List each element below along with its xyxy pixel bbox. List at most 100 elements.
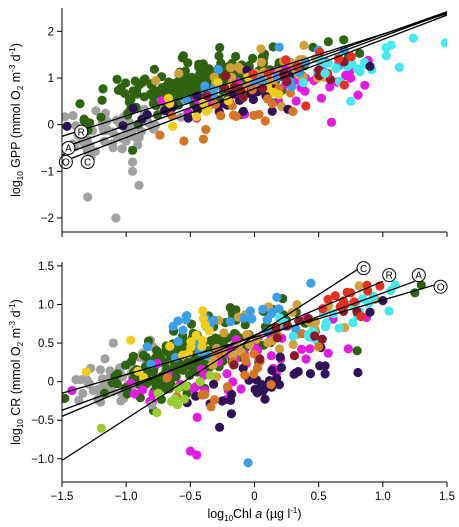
data-point xyxy=(330,291,340,301)
data-point xyxy=(172,400,182,410)
x-axis-label-sub: 10 xyxy=(224,514,233,523)
data-point xyxy=(174,68,184,78)
data-point xyxy=(127,145,138,155)
data-point xyxy=(149,124,159,134)
data-point xyxy=(231,111,241,121)
data-point xyxy=(98,84,108,94)
regression-line-C xyxy=(62,14,447,163)
data-point xyxy=(96,423,106,433)
data-point xyxy=(416,280,426,290)
data-point xyxy=(154,349,164,359)
data-point xyxy=(88,385,98,396)
data-point xyxy=(255,354,265,364)
y-axis-label-sup: -3 xyxy=(8,320,17,328)
data-point xyxy=(267,309,277,319)
data-point xyxy=(193,77,203,87)
data-point xyxy=(256,44,266,54)
data-point xyxy=(68,111,78,121)
data-point xyxy=(194,62,204,72)
data-point xyxy=(142,342,152,352)
data-point xyxy=(394,62,404,72)
line-label: C xyxy=(360,264,367,275)
y-tick-label: −1.0 xyxy=(31,454,54,466)
data-point xyxy=(216,111,226,121)
data-point xyxy=(198,134,208,144)
data-point xyxy=(254,384,264,394)
data-point xyxy=(200,320,210,330)
data-point xyxy=(306,278,316,288)
y-axis-label-part: ) xyxy=(9,43,23,47)
data-point xyxy=(38,149,47,158)
data-point xyxy=(239,313,249,323)
data-point xyxy=(346,96,356,106)
line-label: A xyxy=(415,271,422,282)
regression-line-A xyxy=(62,280,416,411)
data-point xyxy=(201,124,211,135)
panel-cr: C R A O −1.0 −0.5 0 0.5 1.0 1.5 −1.5 −1.0 −0.5 0 0.5 1.… xyxy=(8,261,455,523)
data-point xyxy=(112,74,122,84)
data-point xyxy=(177,53,187,63)
data-point xyxy=(331,63,341,74)
points-layer xyxy=(38,33,447,223)
y-axis-label-sub: 2 xyxy=(16,341,25,346)
data-point xyxy=(129,389,140,399)
data-point xyxy=(267,365,277,375)
data-point xyxy=(310,331,320,341)
line-label: A xyxy=(65,144,72,155)
data-point xyxy=(343,344,353,354)
data-point xyxy=(130,76,140,86)
line-label-circle xyxy=(382,268,397,283)
data-point xyxy=(98,124,109,134)
data-point xyxy=(117,144,127,154)
regression-line-O xyxy=(62,284,435,394)
regression-line-O xyxy=(62,12,447,156)
line-label: R xyxy=(78,127,85,138)
data-point xyxy=(155,130,165,140)
points-layer xyxy=(62,278,426,468)
data-point xyxy=(62,393,70,403)
data-point xyxy=(348,318,358,328)
line-label-circle xyxy=(80,155,95,169)
data-point xyxy=(151,76,161,86)
y-tick-label: −2 xyxy=(41,213,54,225)
data-point xyxy=(275,344,285,354)
x-axis-label-sup: -1 xyxy=(290,506,298,515)
y-axis-label-part: CR (mmol O xyxy=(9,346,23,419)
data-point xyxy=(173,383,183,393)
data-point xyxy=(195,377,205,387)
line-label-circle xyxy=(58,155,73,169)
y-tick-label: 0.5 xyxy=(38,338,54,350)
data-point xyxy=(108,143,118,153)
x-axis-label-part: (µg l xyxy=(262,507,290,521)
data-point xyxy=(219,328,229,338)
data-point xyxy=(210,395,220,405)
data-point xyxy=(301,101,311,111)
data-point xyxy=(126,335,136,345)
data-point xyxy=(152,408,162,418)
data-point xyxy=(317,334,327,344)
y-axis-label-part: log xyxy=(9,428,23,445)
data-point xyxy=(100,354,110,364)
data-point xyxy=(365,61,375,71)
data-point xyxy=(272,333,282,343)
data-point xyxy=(267,106,277,116)
data-point xyxy=(180,81,190,91)
line-label: O xyxy=(437,282,445,293)
data-point xyxy=(305,344,315,354)
data-point xyxy=(127,157,138,167)
data-point xyxy=(339,80,349,90)
x-tick-label: 0 xyxy=(251,491,257,503)
data-point xyxy=(210,333,220,343)
data-point xyxy=(217,396,227,406)
data-point xyxy=(126,356,137,366)
data-point xyxy=(252,363,263,373)
data-point xyxy=(323,37,333,47)
data-point xyxy=(214,51,224,61)
data-point xyxy=(334,54,344,64)
data-point xyxy=(181,315,191,325)
line-label: R xyxy=(386,271,393,282)
data-point xyxy=(108,338,118,348)
data-point xyxy=(274,89,284,100)
data-point xyxy=(148,367,158,377)
line-label-circle xyxy=(411,268,426,283)
